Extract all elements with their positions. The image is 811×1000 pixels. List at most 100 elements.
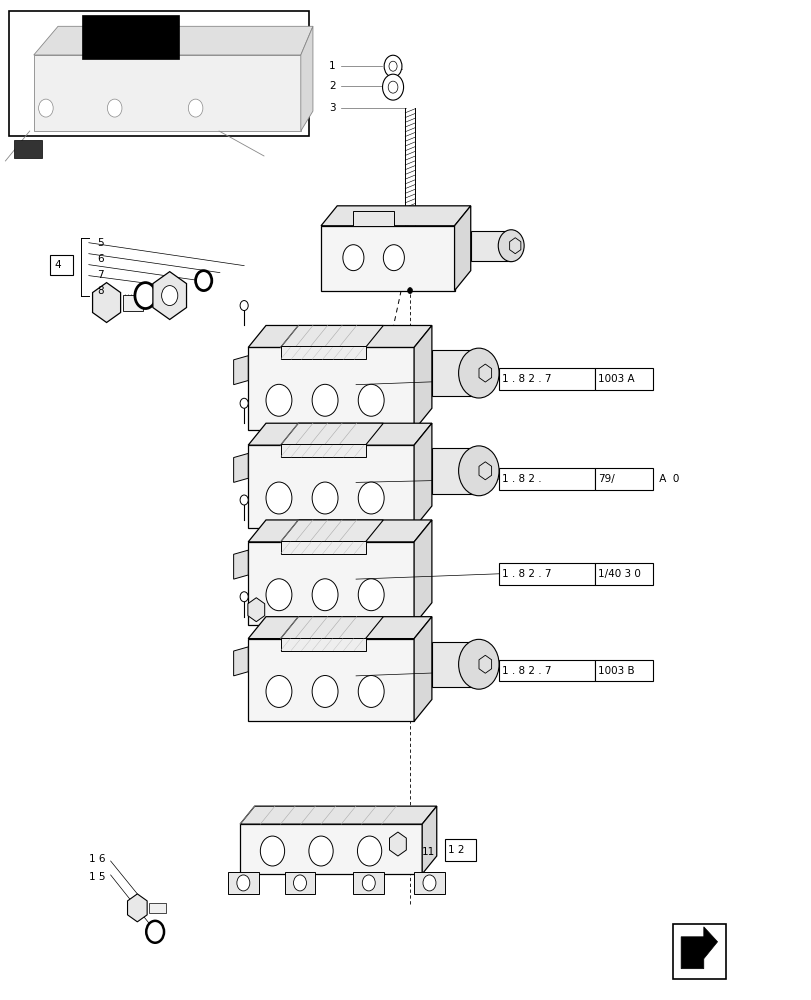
- Bar: [672, 924, 725, 979]
- Polygon shape: [680, 927, 717, 969]
- Bar: [148, 903, 166, 913]
- Circle shape: [384, 55, 401, 77]
- Polygon shape: [281, 325, 383, 347]
- Bar: [248, 347, 414, 430]
- Circle shape: [195, 271, 212, 291]
- Circle shape: [266, 676, 291, 707]
- Polygon shape: [234, 356, 248, 385]
- Circle shape: [240, 592, 248, 602]
- Bar: [281, 346, 365, 359]
- Bar: [14, 140, 42, 158]
- Circle shape: [188, 99, 203, 117]
- Polygon shape: [470, 231, 511, 261]
- Circle shape: [135, 283, 156, 309]
- Circle shape: [240, 398, 248, 408]
- Polygon shape: [127, 894, 147, 922]
- Circle shape: [458, 348, 499, 398]
- Circle shape: [237, 875, 250, 891]
- Bar: [248, 542, 414, 625]
- Circle shape: [357, 836, 381, 866]
- Circle shape: [342, 245, 363, 271]
- Polygon shape: [431, 448, 478, 494]
- Polygon shape: [509, 238, 520, 254]
- Bar: [281, 541, 365, 554]
- Circle shape: [308, 836, 333, 866]
- Bar: [320, 226, 454, 291]
- Text: 1003 B: 1003 B: [597, 666, 633, 676]
- Text: 11: 11: [422, 847, 435, 857]
- Polygon shape: [281, 423, 383, 445]
- Circle shape: [311, 482, 337, 514]
- Bar: [594, 660, 652, 681]
- Polygon shape: [247, 598, 264, 622]
- Bar: [228, 872, 259, 894]
- Text: 1003 A: 1003 A: [597, 374, 633, 384]
- Circle shape: [407, 288, 412, 294]
- Polygon shape: [248, 520, 431, 542]
- Bar: [499, 368, 594, 390]
- Circle shape: [358, 482, 384, 514]
- Polygon shape: [414, 520, 431, 625]
- Bar: [10, 11, 308, 136]
- Bar: [122, 295, 143, 311]
- Bar: [594, 563, 652, 585]
- Text: 2: 2: [328, 81, 335, 91]
- Polygon shape: [234, 647, 248, 676]
- Polygon shape: [320, 206, 470, 226]
- Polygon shape: [454, 206, 470, 291]
- Circle shape: [358, 579, 384, 611]
- Polygon shape: [478, 364, 491, 382]
- Bar: [414, 872, 444, 894]
- Circle shape: [458, 639, 499, 689]
- Text: 1 5: 1 5: [88, 872, 105, 882]
- Polygon shape: [34, 26, 312, 55]
- Polygon shape: [414, 617, 431, 721]
- Circle shape: [260, 836, 285, 866]
- Text: 1 . 8 2 . 7: 1 . 8 2 . 7: [502, 569, 551, 579]
- Text: 1: 1: [328, 61, 335, 71]
- Bar: [281, 638, 365, 651]
- Text: 79/: 79/: [597, 474, 614, 484]
- Circle shape: [266, 579, 291, 611]
- Text: 3: 3: [328, 103, 335, 113]
- Polygon shape: [389, 832, 406, 856]
- Circle shape: [383, 245, 404, 271]
- Polygon shape: [234, 453, 248, 482]
- Text: 1/40 3 0: 1/40 3 0: [597, 569, 640, 579]
- Text: 4: 4: [54, 260, 62, 270]
- Polygon shape: [240, 806, 436, 824]
- Circle shape: [311, 384, 337, 416]
- Circle shape: [161, 286, 178, 306]
- Polygon shape: [248, 423, 431, 445]
- Circle shape: [266, 482, 291, 514]
- Text: 5: 5: [97, 238, 103, 248]
- Circle shape: [458, 446, 499, 496]
- Circle shape: [362, 875, 375, 891]
- Polygon shape: [34, 55, 300, 131]
- Circle shape: [423, 875, 436, 891]
- Polygon shape: [82, 15, 179, 59]
- Bar: [281, 444, 365, 457]
- Bar: [248, 639, 414, 721]
- Bar: [499, 563, 594, 585]
- Text: 1 . 8 2 . 7: 1 . 8 2 . 7: [502, 666, 551, 676]
- Text: 1 . 8 2 .: 1 . 8 2 .: [502, 474, 541, 484]
- Text: A  0: A 0: [655, 474, 679, 484]
- Circle shape: [240, 495, 248, 505]
- Bar: [499, 660, 594, 681]
- Circle shape: [358, 384, 384, 416]
- Polygon shape: [92, 283, 121, 322]
- Polygon shape: [248, 325, 431, 347]
- Text: 1 . 8 2 . 7: 1 . 8 2 . 7: [502, 374, 551, 384]
- Polygon shape: [300, 26, 312, 131]
- Text: 6: 6: [97, 254, 103, 264]
- Circle shape: [311, 676, 337, 707]
- Circle shape: [293, 875, 306, 891]
- Text: 8: 8: [97, 286, 103, 296]
- Bar: [353, 211, 393, 226]
- Circle shape: [382, 74, 403, 100]
- Polygon shape: [281, 520, 383, 542]
- Circle shape: [388, 81, 397, 93]
- Circle shape: [266, 384, 291, 416]
- Circle shape: [107, 99, 122, 117]
